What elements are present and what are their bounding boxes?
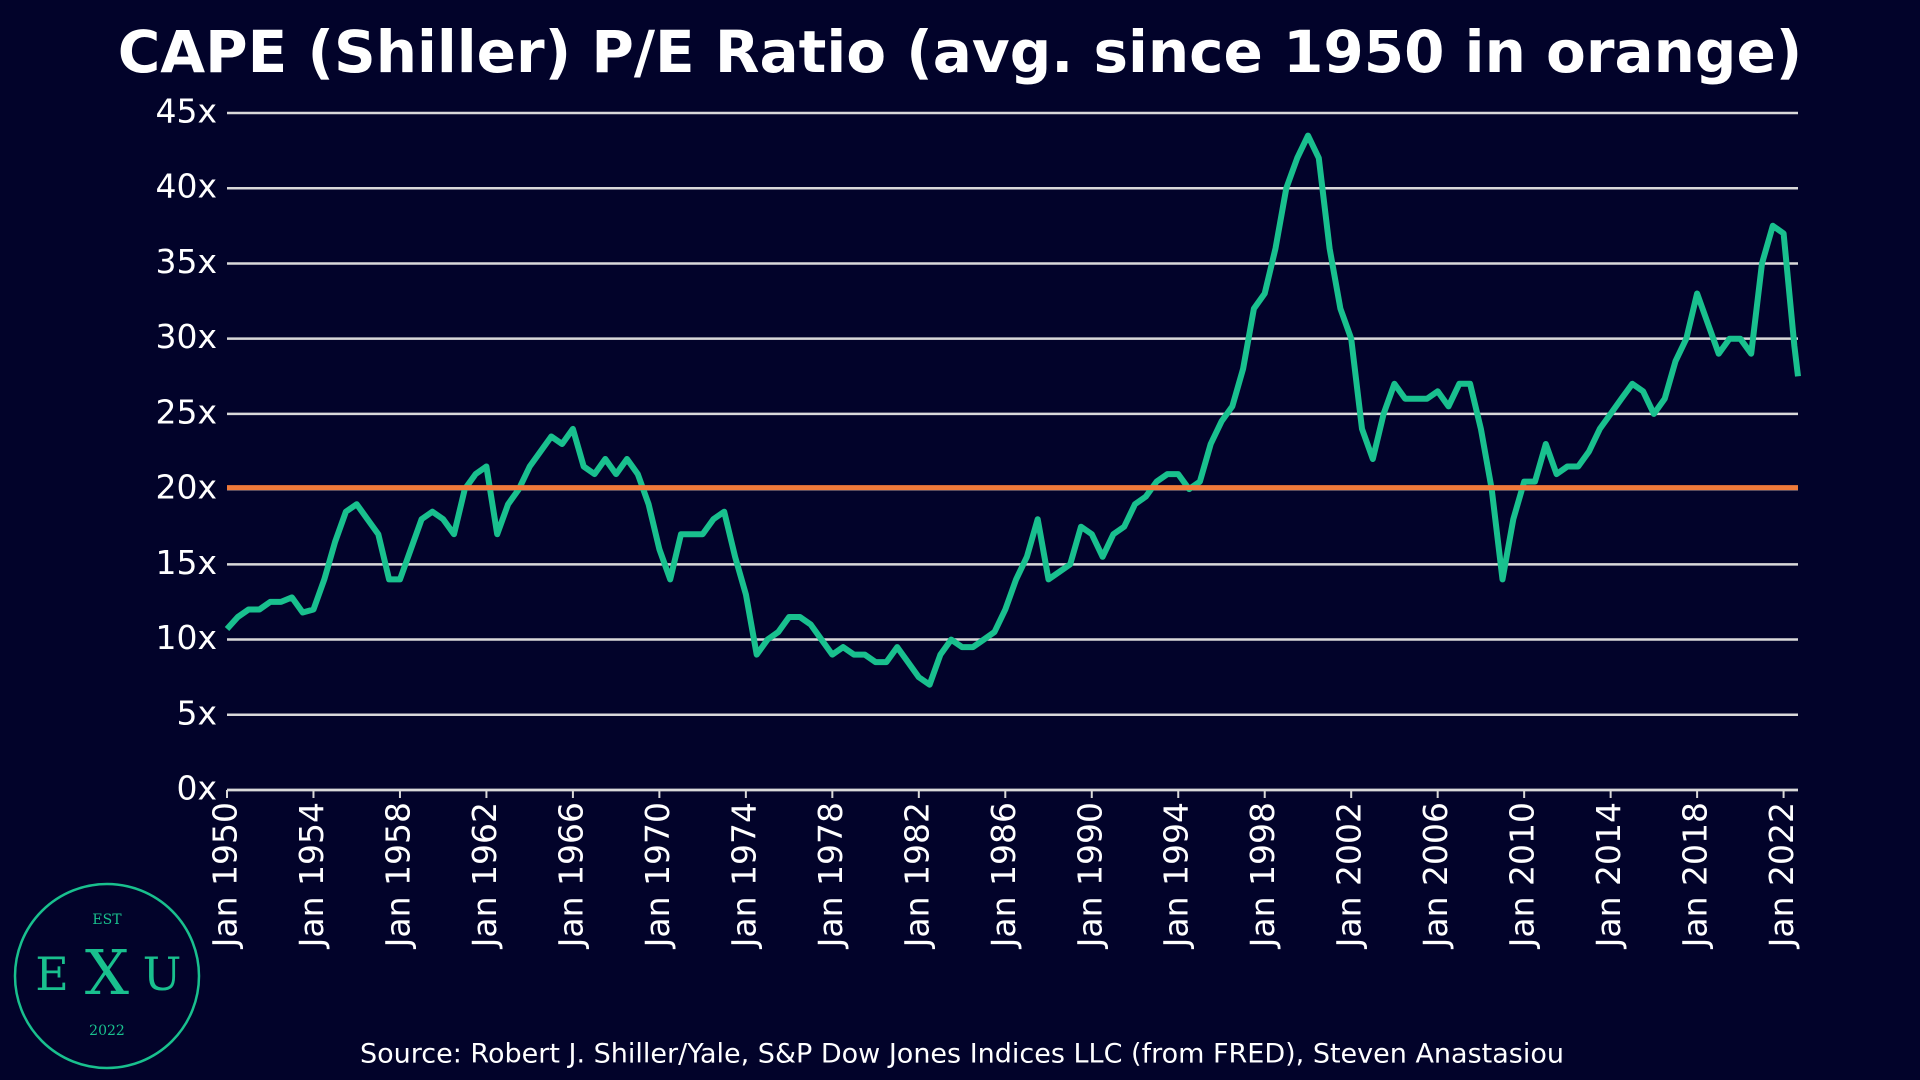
x-tick-label: Jan 1982: [897, 802, 936, 949]
y-tick-label: 35x: [155, 242, 217, 281]
x-tick-label: Jan 1950: [206, 802, 245, 949]
x-tick-label: Jan 2014: [1589, 802, 1628, 949]
logo: EST E X U 2022: [13, 882, 201, 1070]
x-tick-label: Jan 1986: [984, 802, 1023, 949]
x-tick-label: Jan 2018: [1676, 802, 1715, 949]
x-tick-label: Jan 2006: [1416, 802, 1455, 949]
y-tick-label: 15x: [155, 543, 217, 582]
x-tick-label: Jan 2002: [1330, 802, 1369, 949]
logo-ring: [13, 882, 201, 1070]
x-tick-label: Jan 1978: [811, 802, 850, 949]
y-tick-label: 40x: [155, 167, 217, 206]
logo-text: U: [143, 947, 182, 1001]
x-tick-label: Jan 2022: [1762, 802, 1801, 949]
y-tick-label: 10x: [155, 618, 217, 657]
x-tick-label: Jan 1990: [1070, 802, 1109, 949]
logo-text: 2022: [89, 1023, 125, 1039]
y-tick-label: 25x: [155, 392, 217, 431]
y-tick-label: 30x: [155, 317, 217, 356]
x-tick-label: Jan 1966: [551, 802, 590, 949]
y-tick-label: 20x: [155, 468, 217, 507]
x-tick-label: Jan 1998: [1243, 802, 1282, 949]
x-tick-label: Jan 1954: [292, 802, 331, 949]
chart-title: CAPE (Shiller) P/E Ratio (avg. since 195…: [118, 18, 1803, 86]
x-tick-label: Jan 1958: [378, 802, 417, 949]
y-tick-label: 0x: [176, 769, 217, 808]
x-tick-label: Jan 1970: [638, 802, 677, 949]
logo-text: E: [35, 947, 69, 1001]
x-tick-label: Jan 1994: [1157, 802, 1196, 949]
x-tick-label: Jan 1974: [724, 802, 763, 949]
x-tick-label: Jan 1962: [465, 802, 504, 949]
x-tick-label: Jan 2010: [1503, 802, 1542, 949]
y-tick-label: 45x: [155, 92, 217, 131]
y-tick-label: 5x: [176, 693, 217, 732]
source-note: Source: Robert J. Shiller/Yale, S&P Dow …: [360, 1039, 1564, 1070]
logo-text: EST: [92, 912, 122, 928]
logo-text: X: [85, 936, 129, 1009]
